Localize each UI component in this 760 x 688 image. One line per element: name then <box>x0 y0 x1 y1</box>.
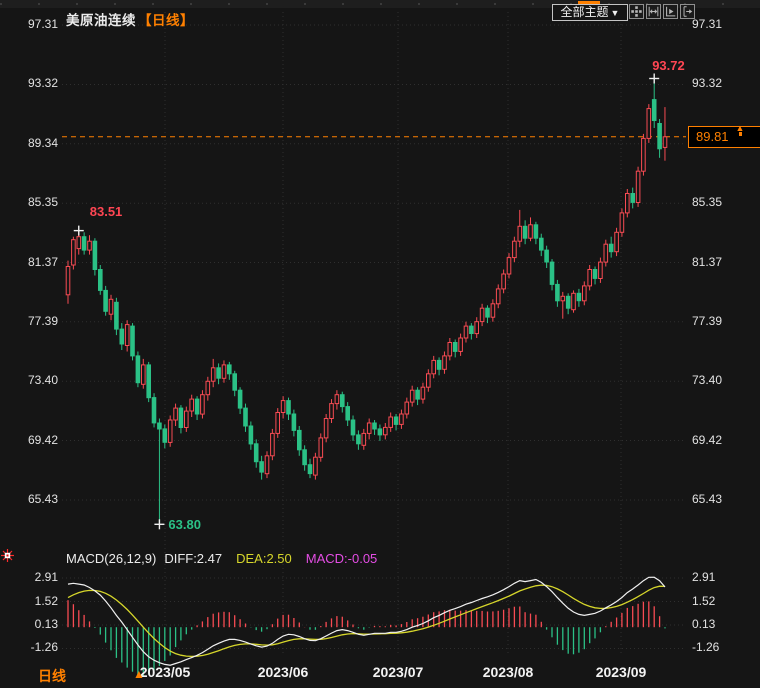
footer-period-label: 日线 <box>38 668 66 684</box>
price-tick-left: 73.40 <box>27 373 58 388</box>
price-tick-left: 77.39 <box>27 313 58 328</box>
price-tick-right: 97.31 <box>692 17 723 31</box>
price-tick-right: 77.39 <box>692 313 723 328</box>
price-tick-left: 89.34 <box>27 135 58 150</box>
macd-header: MACD(26,12,9) DIFF:2.47 DEA:2.50 MACD:-0.05 <box>66 551 377 566</box>
last-price-box: 89.81 <box>688 125 760 148</box>
move-crosshair-icon <box>631 6 642 17</box>
y-axis-zoom-icon <box>648 6 659 17</box>
footer-period-selector[interactable]: 日线 ▲ <box>38 666 145 686</box>
price-tick-right: 73.40 <box>692 373 723 388</box>
time-tick: 2023/07 <box>372 664 424 680</box>
macd-indicator-name: MACD(26,12,9) <box>66 551 157 566</box>
macd-tick-left: 2.91 <box>34 570 58 585</box>
theme-dropdown-label: 全部主题 <box>560 5 609 19</box>
macd-tick-left: 0.13 <box>34 617 58 631</box>
pan-right-icon <box>683 6 693 17</box>
price-tick-right: 81.37 <box>692 254 723 269</box>
y-axis-zoom-button[interactable] <box>646 4 661 19</box>
annotation-left-high: 83.51 <box>89 203 123 219</box>
macd-macd-value: MACD:-0.05 <box>305 551 378 566</box>
time-tick: 2023/06 <box>257 664 309 680</box>
price-tick-right: 93.32 <box>692 76 723 91</box>
macd-tick-left: -1.26 <box>30 640 58 655</box>
price-tick-left: 65.43 <box>27 492 58 506</box>
macd-diff-value: DIFF:2.47 <box>164 551 223 566</box>
macd-tick-left: 1.52 <box>34 593 58 608</box>
price-tick-right: 65.43 <box>692 492 723 506</box>
time-tick: 2023/09 <box>595 664 647 680</box>
macd-dea-value: DEA:2.50 <box>236 551 292 566</box>
price-tick-left: 81.37 <box>27 254 58 269</box>
annotation-low: 63.80 <box>168 517 201 533</box>
axis-play-button[interactable] <box>663 4 678 19</box>
price-tick-right: 69.42 <box>692 432 723 447</box>
triangle-up-icon: ▲ <box>133 667 145 681</box>
macd-tick-right: 0.13 <box>692 617 716 631</box>
axis-play-icon <box>666 6 676 17</box>
symbol-name: 美原油连续 <box>66 13 136 28</box>
period-tag: 【日线】 <box>138 13 194 28</box>
price-tick-left: 93.32 <box>27 76 58 91</box>
macd-tick-right: 1.52 <box>692 593 716 608</box>
price-tick-right: 85.35 <box>692 195 723 210</box>
time-tick: 2023/05 <box>139 664 191 680</box>
pan-right-button[interactable] <box>680 4 695 19</box>
macd-tick-right: -1.26 <box>692 640 720 655</box>
chevron-down-icon: ▼ <box>610 8 620 18</box>
price-tick-left: 85.35 <box>27 195 58 210</box>
annotation-right-high: 93.72 <box>652 58 685 74</box>
price-tick-left: 69.42 <box>27 432 58 447</box>
price-arrow-marker: ▲ <box>735 123 745 136</box>
price-tick-left: 97.31 <box>27 17 58 31</box>
page-title: 美原油连续 【日线】 <box>66 9 194 29</box>
time-tick: 2023/08 <box>482 664 534 680</box>
move-crosshair-button[interactable] <box>629 4 644 19</box>
alert-starburst-icon <box>0 548 15 568</box>
theme-dropdown[interactable]: 全部主题 ▼ <box>552 4 628 21</box>
macd-tick-right: 2.91 <box>692 570 716 585</box>
